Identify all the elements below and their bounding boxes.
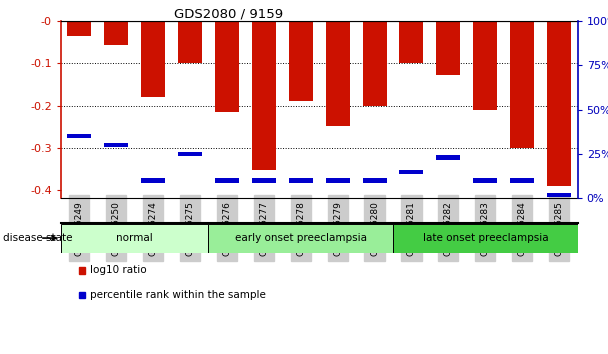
Text: percentile rank within the sample: percentile rank within the sample (90, 290, 266, 300)
Bar (399, 170, 424, 174)
Bar (67, 21, 91, 36)
Bar (547, 193, 571, 197)
Bar (510, 21, 534, 148)
Bar (178, 152, 202, 156)
Text: log10 ratio: log10 ratio (90, 266, 147, 275)
Bar (104, 21, 128, 45)
Text: early onset preeclampsia: early onset preeclampsia (235, 233, 367, 243)
Bar (141, 178, 165, 183)
Bar (215, 178, 239, 183)
Bar (289, 178, 313, 183)
Bar (252, 21, 276, 170)
Bar (437, 155, 460, 160)
Bar (178, 21, 202, 63)
Bar (362, 21, 387, 105)
Text: disease state: disease state (3, 233, 72, 243)
Bar (437, 21, 460, 75)
Bar (209, 224, 393, 252)
Bar (141, 21, 165, 97)
Bar (215, 21, 239, 112)
Bar (362, 178, 387, 183)
Bar (104, 143, 128, 147)
Text: GDS2080 / 9159: GDS2080 / 9159 (174, 7, 283, 20)
Bar (67, 134, 91, 138)
Bar (510, 178, 534, 183)
Bar (61, 224, 209, 252)
Bar (326, 21, 350, 126)
Bar (393, 224, 578, 252)
Text: late onset preeclampsia: late onset preeclampsia (423, 233, 548, 243)
Text: normal: normal (116, 233, 153, 243)
Bar (252, 178, 276, 183)
Bar (473, 178, 497, 183)
Bar (473, 21, 497, 110)
Bar (326, 178, 350, 183)
Bar (547, 21, 571, 185)
Bar (289, 21, 313, 101)
Bar (399, 21, 424, 63)
